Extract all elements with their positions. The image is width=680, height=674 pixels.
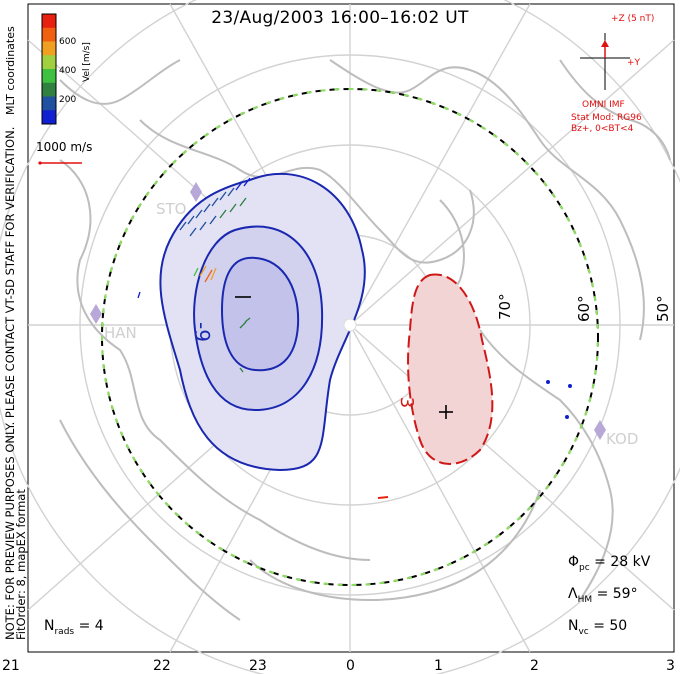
mlt-label-21: 21 xyxy=(2,658,20,674)
color-scale-bar xyxy=(41,13,57,125)
scale-tick-200: 200 xyxy=(59,95,77,105)
scale-label: Vel [m/s] xyxy=(82,42,92,82)
latitude-label-70: 70° xyxy=(496,293,514,320)
latitude-label-50: 50° xyxy=(654,295,672,322)
negative-contour-label: -9 xyxy=(189,322,214,342)
station-label-kod: KOD xyxy=(606,430,639,448)
color-scale-segment xyxy=(42,41,56,56)
mlt-label-1: 1 xyxy=(434,658,443,674)
mlt-label-3: 3 xyxy=(666,658,675,674)
station-label-sto: STO xyxy=(156,200,187,218)
map-frame xyxy=(27,3,675,653)
positive-contour-label: 3 xyxy=(396,396,418,409)
imf-model: Stat Mod: RG96 xyxy=(571,113,642,123)
mlt-label-0: 0 xyxy=(346,658,355,674)
coastlines xyxy=(59,59,671,621)
hm-latitude: ΛHM = 59° xyxy=(568,586,638,605)
mlt-label-22: 22 xyxy=(153,658,171,674)
imf-y-label: +Y xyxy=(627,58,641,68)
velocity-reference-label: 1000 m/s xyxy=(36,140,93,154)
negative-cell-inner xyxy=(220,256,300,372)
color-scale-segment xyxy=(42,110,56,125)
color-scale-segment xyxy=(42,27,56,42)
vector-count: Nvc = 50 xyxy=(568,618,628,637)
color-scale-segment xyxy=(42,69,56,84)
mlt-label-2: 2 xyxy=(530,658,539,674)
velocity-vectors xyxy=(137,177,389,499)
imf-source: OMNI IMF xyxy=(582,100,625,110)
scale-tick-600: 600 xyxy=(59,37,77,47)
imf-condition: Bz+, 0<BT<4 xyxy=(571,124,634,134)
pole-marker xyxy=(343,318,357,332)
mlt-label-23: 23 xyxy=(249,658,267,674)
vector-dots xyxy=(546,380,572,419)
color-scale-border xyxy=(41,13,57,125)
imf-vector-head xyxy=(601,40,609,47)
radar-count: Nrads = 4 xyxy=(44,618,104,637)
color-scale-segment xyxy=(42,55,56,70)
scale-tick-400: 400 xyxy=(59,66,77,76)
mlt-coordinates-note: MLT coordinates xyxy=(4,26,17,115)
latitude-label-60: 60° xyxy=(575,295,593,322)
cross-polar-potential: Φpc = 28 kV xyxy=(568,554,651,573)
color-scale-segment xyxy=(42,14,56,29)
station-markers xyxy=(90,182,606,440)
map-title: 23/Aug/2003 16:00–16:02 UT xyxy=(211,8,469,28)
station-label-han: HAN xyxy=(104,324,137,342)
color-scale-segment xyxy=(42,82,56,97)
imf-z-label: +Z (5 nT) xyxy=(611,14,655,24)
positive-cell xyxy=(407,273,494,465)
color-scale-segment xyxy=(42,96,56,111)
velocity-reference-dot xyxy=(38,161,42,165)
hm-boundary-green xyxy=(101,88,599,586)
fit-order-note: FitOrder: 8, mapEX format xyxy=(14,489,28,640)
